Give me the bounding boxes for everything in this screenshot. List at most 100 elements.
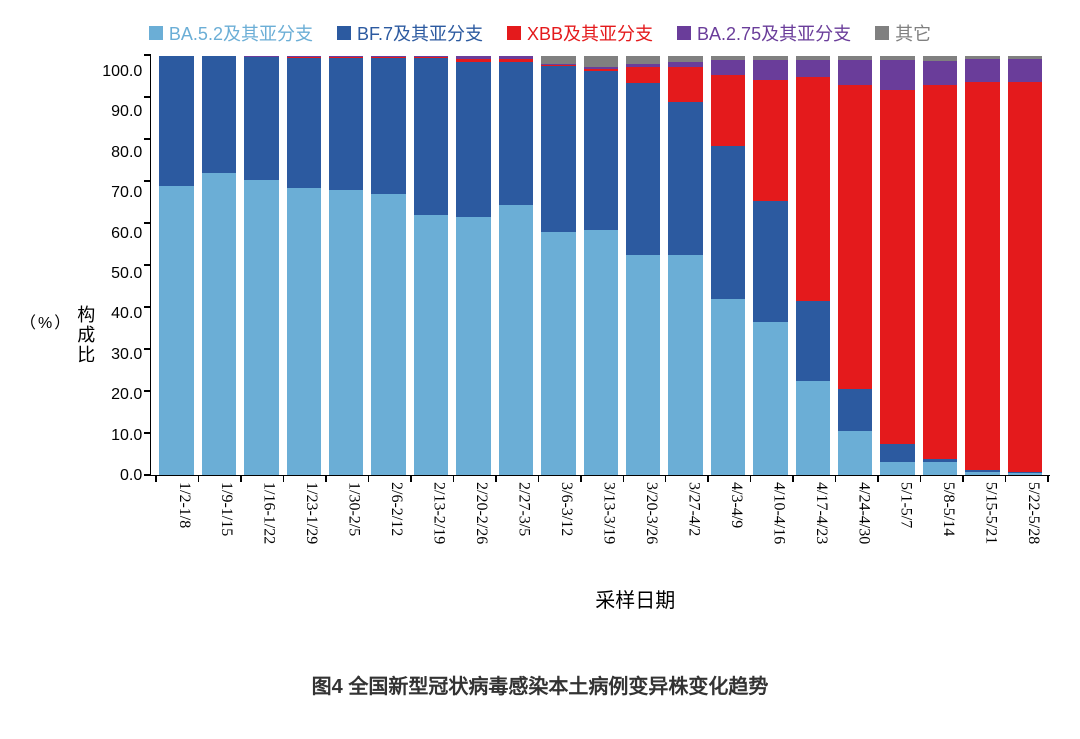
legend-label: BA.5.2及其亚分支 — [169, 20, 313, 46]
bar-segment-ba52 — [584, 230, 618, 475]
bar-segment-bf7 — [244, 57, 278, 179]
x-tick-label: 2/6-2/12 — [371, 482, 405, 572]
plot-area: 构成比 （%） 0.010.020.030.040.050.060.070.08… — [20, 56, 1060, 613]
y-tick-mark — [144, 54, 151, 56]
y-tick-label: 30.0 — [102, 347, 142, 363]
bar-segment-ba52 — [923, 462, 957, 475]
bar-segment-ba52 — [499, 205, 533, 475]
y-tick-mark — [144, 474, 151, 476]
bar-segment-bf7 — [711, 146, 745, 299]
y-tick-label: 50.0 — [102, 266, 142, 282]
bar-segment-bf7 — [541, 66, 575, 232]
x-tick-label: 3/6-3/12 — [541, 482, 575, 572]
x-tick-label: 5/15-5/21 — [965, 482, 999, 572]
bar-segment-ba52 — [287, 188, 321, 475]
bar-segment-ba52 — [668, 255, 702, 475]
y-ticks: 0.010.020.030.040.050.060.070.080.090.01… — [102, 56, 150, 476]
x-tick-mark — [198, 475, 200, 482]
bar-segment-bf7 — [753, 201, 787, 323]
bar-column — [923, 56, 957, 475]
y-axis-unit: （%） — [20, 309, 72, 333]
x-tick-label: 1/30-2/5 — [328, 482, 362, 572]
bar-segment-ba275 — [796, 60, 830, 77]
bar-column — [244, 56, 278, 475]
x-tick-label: 4/24-4/30 — [838, 482, 872, 572]
legend-swatch — [875, 26, 889, 40]
bar-segment-bf7 — [584, 71, 618, 230]
bar-column — [838, 56, 872, 475]
bar-segment-bf7 — [202, 56, 236, 173]
bar-column — [711, 56, 745, 475]
bar-segment-ba52 — [456, 217, 490, 475]
x-tick-mark — [240, 475, 242, 482]
x-labels: 1/2-1/81/9-1/151/16-1/221/23-1/291/30-2/… — [150, 476, 1050, 572]
bar-column — [159, 56, 193, 475]
legend-swatch — [149, 26, 163, 40]
bar-column — [541, 56, 575, 475]
bar-segment-bf7 — [414, 58, 448, 215]
x-tick-label: 2/13-2/19 — [413, 482, 447, 572]
x-tick-mark — [495, 475, 497, 482]
legend-item: XBB及其亚分支 — [507, 20, 653, 46]
bar-column — [753, 56, 787, 475]
bar-segment-other — [584, 56, 618, 67]
bar-segment-xbb — [1008, 82, 1042, 471]
chart-container: BA.5.2及其亚分支 BF.7及其亚分支 XBB及其亚分支 BA.2.75及其亚分支… — [20, 20, 1060, 620]
x-tick-mark — [538, 475, 540, 482]
x-tick-label: 4/3-4/9 — [710, 482, 744, 572]
x-tick-mark — [665, 475, 667, 482]
y-tick-mark — [144, 138, 151, 140]
legend-swatch — [337, 26, 351, 40]
figure-caption: 图4 全国新型冠状病毒感染本土病例变异株变化趋势 — [20, 670, 1060, 699]
x-tick-mark — [877, 475, 879, 482]
legend-label: BA.2.75及其亚分支 — [697, 20, 851, 46]
bar-segment-bf7 — [796, 301, 830, 381]
legend-item: BA.5.2及其亚分支 — [149, 20, 313, 46]
bar-segment-bf7 — [159, 56, 193, 186]
bar-segment-bf7 — [668, 102, 702, 255]
bar-column — [499, 56, 533, 475]
y-tick-label: 20.0 — [102, 387, 142, 403]
bars-flex — [151, 56, 1050, 475]
bar-segment-xbb — [626, 67, 660, 84]
bar-segment-other — [541, 56, 575, 64]
y-tick-label: 10.0 — [102, 428, 142, 444]
x-axis-title: 采样日期 — [220, 584, 1050, 613]
bar-column — [1008, 56, 1042, 475]
bar-segment-ba52 — [414, 215, 448, 475]
y-tick-mark — [144, 264, 151, 266]
x-tick-mark — [1047, 475, 1049, 482]
x-tick-mark — [835, 475, 837, 482]
bar-segment-xbb — [711, 75, 745, 146]
bar-segment-ba52 — [626, 255, 660, 475]
x-tick-label: 3/13-3/19 — [583, 482, 617, 572]
bar-column — [880, 56, 914, 475]
bar-segment-xbb — [668, 67, 702, 103]
bar-column — [202, 56, 236, 475]
legend-item: BF.7及其亚分支 — [337, 20, 483, 46]
bar-segment-ba52 — [329, 190, 363, 475]
bar-segment-ba52 — [202, 173, 236, 475]
legend-swatch — [507, 26, 521, 40]
bar-column — [371, 56, 405, 475]
bar-segment-xbb — [753, 80, 787, 200]
x-tick-label: 3/20-3/26 — [625, 482, 659, 572]
x-tick-mark — [707, 475, 709, 482]
bar-segment-ba52 — [159, 186, 193, 475]
y-tick-mark — [144, 306, 151, 308]
bar-segment-bf7 — [371, 58, 405, 194]
x-tick-label: 1/9-1/15 — [201, 482, 235, 572]
bar-segment-ba52 — [880, 462, 914, 475]
bar-segment-bf7 — [329, 58, 363, 190]
y-tick-mark — [144, 432, 151, 434]
x-tick-mark — [750, 475, 752, 482]
x-tick-label: 1/2-1/8 — [158, 482, 192, 572]
y-tick-label: 60.0 — [102, 226, 142, 242]
bar-segment-ba52 — [1008, 473, 1042, 475]
y-tick-mark — [144, 180, 151, 182]
bar-column — [287, 56, 321, 475]
x-tick-label: 3/27-4/2 — [668, 482, 702, 572]
bar-segment-ba275 — [711, 60, 745, 75]
bar-segment-ba52 — [753, 322, 787, 475]
y-tick-label: 40.0 — [102, 306, 142, 322]
